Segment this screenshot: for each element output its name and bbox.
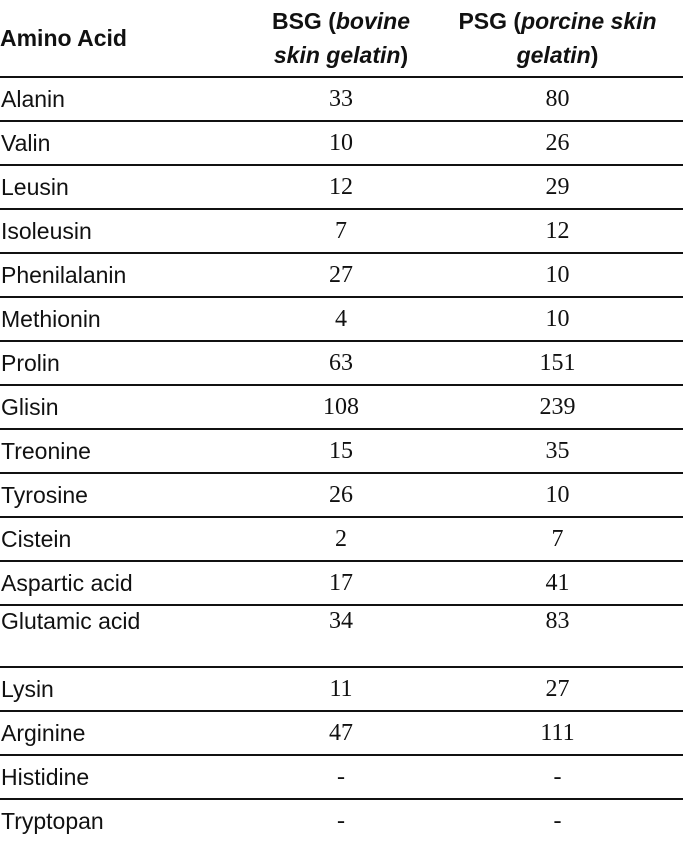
table-row: Methionin 4 10	[0, 297, 683, 341]
bsg-value: 33	[329, 85, 353, 112]
psg-value: 111	[540, 719, 575, 746]
table-row: Tyrosine 26 10	[0, 473, 683, 517]
bsg-value: 7	[335, 217, 347, 244]
amino-acid-name: Tryptopan	[1, 807, 104, 834]
bsg-value: -	[337, 763, 345, 790]
psg-value: 80	[545, 85, 570, 112]
header-amino-acid: Amino Acid	[0, 25, 127, 51]
psg-value: 12	[545, 217, 570, 244]
amino-acid-name: Leusin	[1, 173, 69, 200]
psg-value: 26	[545, 129, 570, 156]
amino-acid-name: Phenilalanin	[1, 261, 127, 288]
amino-acid-name: Methionin	[1, 305, 101, 332]
table-header-row: Amino Acid BSG (bovine skin gelatin) PSG…	[0, 0, 683, 77]
psg-value: 41	[545, 569, 570, 596]
psg-value: 10	[545, 481, 570, 508]
table-row: Cistein 2 7	[0, 517, 683, 561]
amino-acid-name: Isoleusin	[1, 217, 92, 244]
table-row: Arginine 47 111	[0, 711, 683, 755]
header-bsg-prefix: BSG (	[271, 8, 336, 34]
header-bsg: BSG (bovine skin gelatin)	[250, 0, 432, 77]
bsg-value: -	[337, 807, 345, 834]
bsg-value: 10	[329, 129, 353, 156]
bsg-value: 63	[329, 349, 353, 376]
header-bsg-suffix: )	[400, 42, 409, 68]
amino-acid-name: Valin	[1, 129, 51, 156]
amino-acid-name: Arginine	[1, 719, 86, 746]
bsg-value: 15	[329, 437, 353, 464]
table-row: Treonine 15 35	[0, 429, 683, 473]
header-psg-suffix: )	[590, 42, 599, 68]
header-psg-italic-1: porcine skin	[521, 8, 657, 34]
bsg-value: 11	[329, 675, 353, 702]
table-row: Histidine - -	[0, 755, 683, 799]
psg-value: 35	[545, 437, 570, 464]
header-bsg-italic-2: skin gelatin	[273, 42, 401, 68]
table-row: Phenilalanin 27 10	[0, 253, 683, 297]
amino-acid-name: Alanin	[1, 85, 65, 112]
psg-value: 10	[545, 305, 570, 332]
header-psg-prefix: PSG (	[458, 8, 522, 34]
psg-value: 83	[545, 608, 570, 634]
table-row: Aspartic acid 17 41	[0, 561, 683, 605]
amino-acid-name: Treonine	[1, 437, 91, 464]
psg-value: -	[553, 807, 562, 834]
amino-acid-name: Glutamic acid	[1, 608, 141, 634]
bsg-value: 12	[329, 173, 353, 200]
amino-acid-name: Prolin	[1, 349, 60, 376]
table-row: Alanin 33 80	[0, 77, 683, 121]
table-row: Tryptopan - -	[0, 799, 683, 842]
psg-value: 29	[545, 173, 570, 200]
header-bsg-italic-1: bovine	[335, 8, 410, 34]
bsg-value: 34	[329, 608, 353, 634]
psg-value: 27	[545, 675, 570, 702]
bsg-value: 4	[335, 305, 347, 332]
bsg-value: 2	[335, 525, 347, 552]
psg-value: 151	[539, 349, 576, 376]
amino-acid-name: Aspartic acid	[1, 569, 133, 596]
bsg-value: 17	[329, 569, 353, 596]
psg-value: -	[553, 763, 562, 790]
psg-value: 10	[545, 261, 570, 288]
table-row: Prolin 63 151	[0, 341, 683, 385]
amino-acid-name: Tyrosine	[1, 481, 88, 508]
header-psg-italic-2: gelatin	[516, 42, 591, 68]
table-row: Valin 10 26	[0, 121, 683, 165]
bsg-value: 47	[329, 719, 353, 746]
header-psg: PSG (porcine skin gelatin)	[432, 0, 683, 77]
bsg-value: 26	[329, 481, 353, 508]
table-row: Glisin 108 239	[0, 385, 683, 429]
amino-acid-name: Histidine	[1, 763, 90, 790]
table-row: Glutamic acid 34 83	[0, 605, 683, 667]
amino-acid-name: Glisin	[1, 393, 59, 420]
psg-value: 239	[539, 393, 576, 420]
table-row: Lysin 11 27	[0, 667, 683, 711]
bsg-value: 108	[323, 393, 359, 420]
table-row: Leusin 12 29	[0, 165, 683, 209]
psg-value: 7	[551, 525, 564, 552]
amino-acid-name: Cistein	[1, 525, 72, 552]
bsg-value: 27	[329, 261, 353, 288]
table-row: Isoleusin 7 12	[0, 209, 683, 253]
amino-acid-name: Lysin	[1, 675, 54, 702]
